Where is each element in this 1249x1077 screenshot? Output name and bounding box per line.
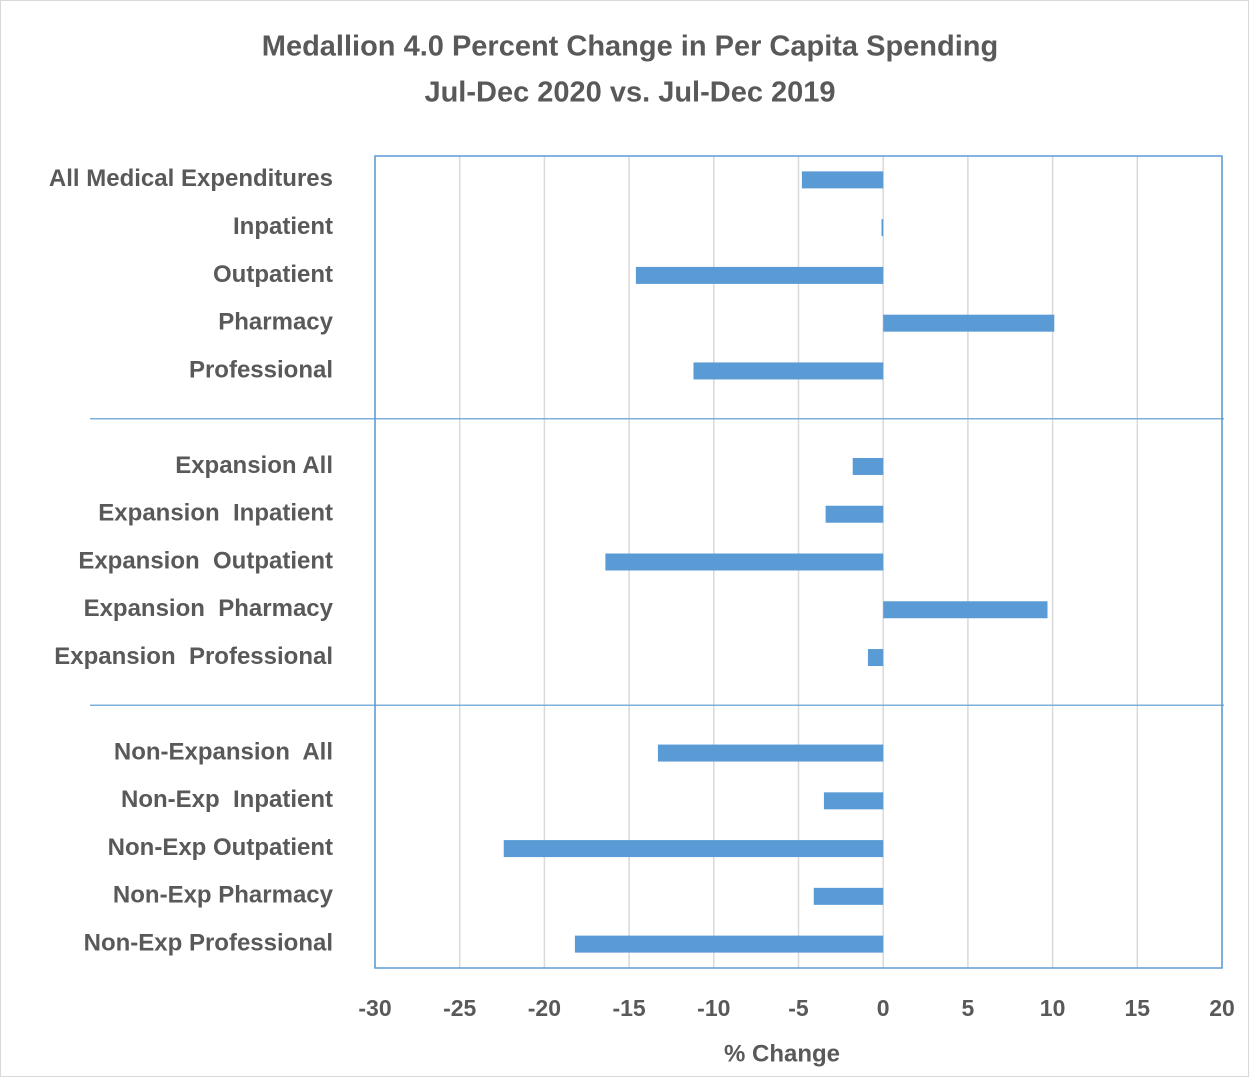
chart-title: Medallion 4.0 Percent Change in Per Capi… — [262, 31, 998, 63]
bar — [867, 649, 884, 667]
y-tick-label: Non-Expansion All — [114, 738, 333, 765]
bar — [883, 314, 1055, 332]
bar — [574, 935, 884, 953]
bar — [503, 840, 884, 858]
y-tick-label: Expansion Inpatient — [98, 500, 333, 527]
x-tick-label: -5 — [788, 995, 809, 1021]
y-tick-label: All Medical Expenditures — [49, 165, 333, 192]
x-tick-label: -15 — [612, 995, 645, 1021]
bar — [605, 553, 884, 571]
y-tick-label: Inpatient — [233, 213, 333, 240]
bar — [813, 887, 884, 905]
bar — [852, 457, 884, 475]
x-tick-label: -20 — [528, 995, 561, 1021]
y-tick-label: Non-Exp Professional — [84, 929, 333, 956]
y-tick-label: Professional — [189, 356, 333, 383]
y-tick-label: Non-Exp Inpatient — [121, 786, 333, 813]
y-tick-label: Expansion Outpatient — [78, 547, 333, 574]
y-tick-label: Expansion All — [175, 452, 333, 479]
chart-subtitle: Jul-Dec 2020 vs. Jul-Dec 2019 — [424, 77, 835, 109]
x-tick-label: 10 — [1040, 995, 1066, 1021]
x-tick-label: -30 — [358, 995, 391, 1021]
y-tick-label: Outpatient — [213, 261, 333, 288]
y-tick-label: Non-Exp Pharmacy — [113, 882, 334, 909]
x-tick-label: 0 — [877, 995, 890, 1021]
bar — [825, 505, 884, 523]
x-tick-label: -25 — [443, 995, 476, 1021]
x-tick-label: 20 — [1209, 995, 1235, 1021]
y-tick-label: Pharmacy — [218, 309, 333, 336]
bar — [881, 219, 884, 237]
bar — [883, 601, 1048, 619]
x-tick-label: 5 — [962, 995, 975, 1021]
x-tick-label: -10 — [697, 995, 730, 1021]
bar — [657, 744, 884, 762]
bar — [801, 171, 884, 189]
y-tick-label: Expansion Professional — [54, 643, 333, 670]
x-tick-label: 15 — [1125, 995, 1151, 1021]
bar — [635, 266, 884, 284]
plot-border — [374, 155, 1223, 969]
x-axis-title: % Change — [724, 1040, 840, 1067]
bar — [693, 362, 884, 380]
y-tick-label: Expansion Pharmacy — [84, 595, 334, 622]
bar — [823, 792, 884, 810]
y-tick-label: Non-Exp Outpatient — [108, 834, 333, 861]
